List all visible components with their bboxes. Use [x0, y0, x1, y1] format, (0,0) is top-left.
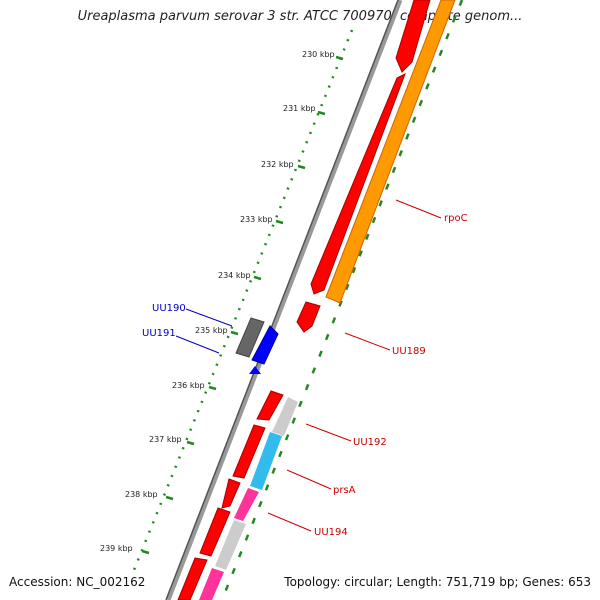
leader-prsA: [286, 469, 332, 490]
tick-marks: [141, 55, 344, 555]
gene-label-uu194[interactable]: UU194: [314, 527, 348, 538]
pink-feature-uu194[interactable]: [234, 488, 259, 521]
cds-prsA-lower[interactable]: [221, 478, 241, 509]
leader-uu192: [305, 423, 352, 442]
grey-feature-uu192: [272, 397, 298, 436]
tick-ring-inner: [132, 29, 354, 571]
tick-label-232: 232 kbp: [261, 160, 294, 169]
cds-rpoC[interactable]: [310, 72, 406, 295]
backbone: [165, 0, 403, 600]
gene-label-prsA[interactable]: prsA: [333, 485, 356, 496]
cds-uu192[interactable]: [256, 390, 284, 421]
leader-uu189: [344, 332, 391, 351]
orange-feature-rpoC[interactable]: [325, 0, 456, 304]
gene-label-uu191[interactable]: UU191: [142, 328, 176, 339]
cds-uu191-small[interactable]: [249, 366, 261, 374]
gene-label-rpoC[interactable]: rpoC: [444, 213, 468, 224]
cds-uu189[interactable]: [296, 301, 321, 333]
cds-uu194[interactable]: [199, 507, 231, 557]
accession-text: Accession: NC_002162: [9, 575, 146, 589]
tick-ring-outer: [220, 0, 464, 600]
leader-rpoC: [395, 199, 442, 219]
cds-prsA-red[interactable]: [232, 424, 266, 479]
gene-label-uu190[interactable]: UU190: [152, 303, 186, 314]
tick-label-233: 233 kbp: [240, 215, 273, 224]
tick-label-234: 234 kbp: [218, 271, 251, 280]
leader-uu194: [267, 512, 312, 532]
tick-label-239: 239 kbp: [100, 544, 133, 553]
tick-label-238: 238 kbp: [125, 490, 158, 499]
leader-uu190: [185, 308, 233, 327]
cds-lower-1[interactable]: [177, 557, 208, 600]
tick-label-237: 237 kbp: [149, 435, 182, 444]
cds-uu191[interactable]: [251, 325, 279, 365]
pink-feature-lower[interactable]: [199, 568, 224, 600]
summary-text: Topology: circular; Length: 751,719 bp; …: [284, 575, 591, 589]
tick-label-235: 235 kbp: [195, 326, 228, 335]
gene-label-uu189[interactable]: UU189: [392, 346, 426, 357]
leader-uu191: [175, 335, 220, 354]
cyan-feature-prsA[interactable]: [250, 432, 282, 490]
gene-label-uu192[interactable]: UU192: [353, 437, 387, 448]
tick-label-230: 230 kbp: [302, 50, 335, 59]
cds-uu190: [235, 317, 265, 358]
tick-label-231: 231 kbp: [283, 104, 316, 113]
grey-feature-uu194: [215, 520, 246, 570]
cds-rpoC-upper[interactable]: [395, 0, 431, 73]
tick-label-236: 236 kbp: [172, 381, 205, 390]
